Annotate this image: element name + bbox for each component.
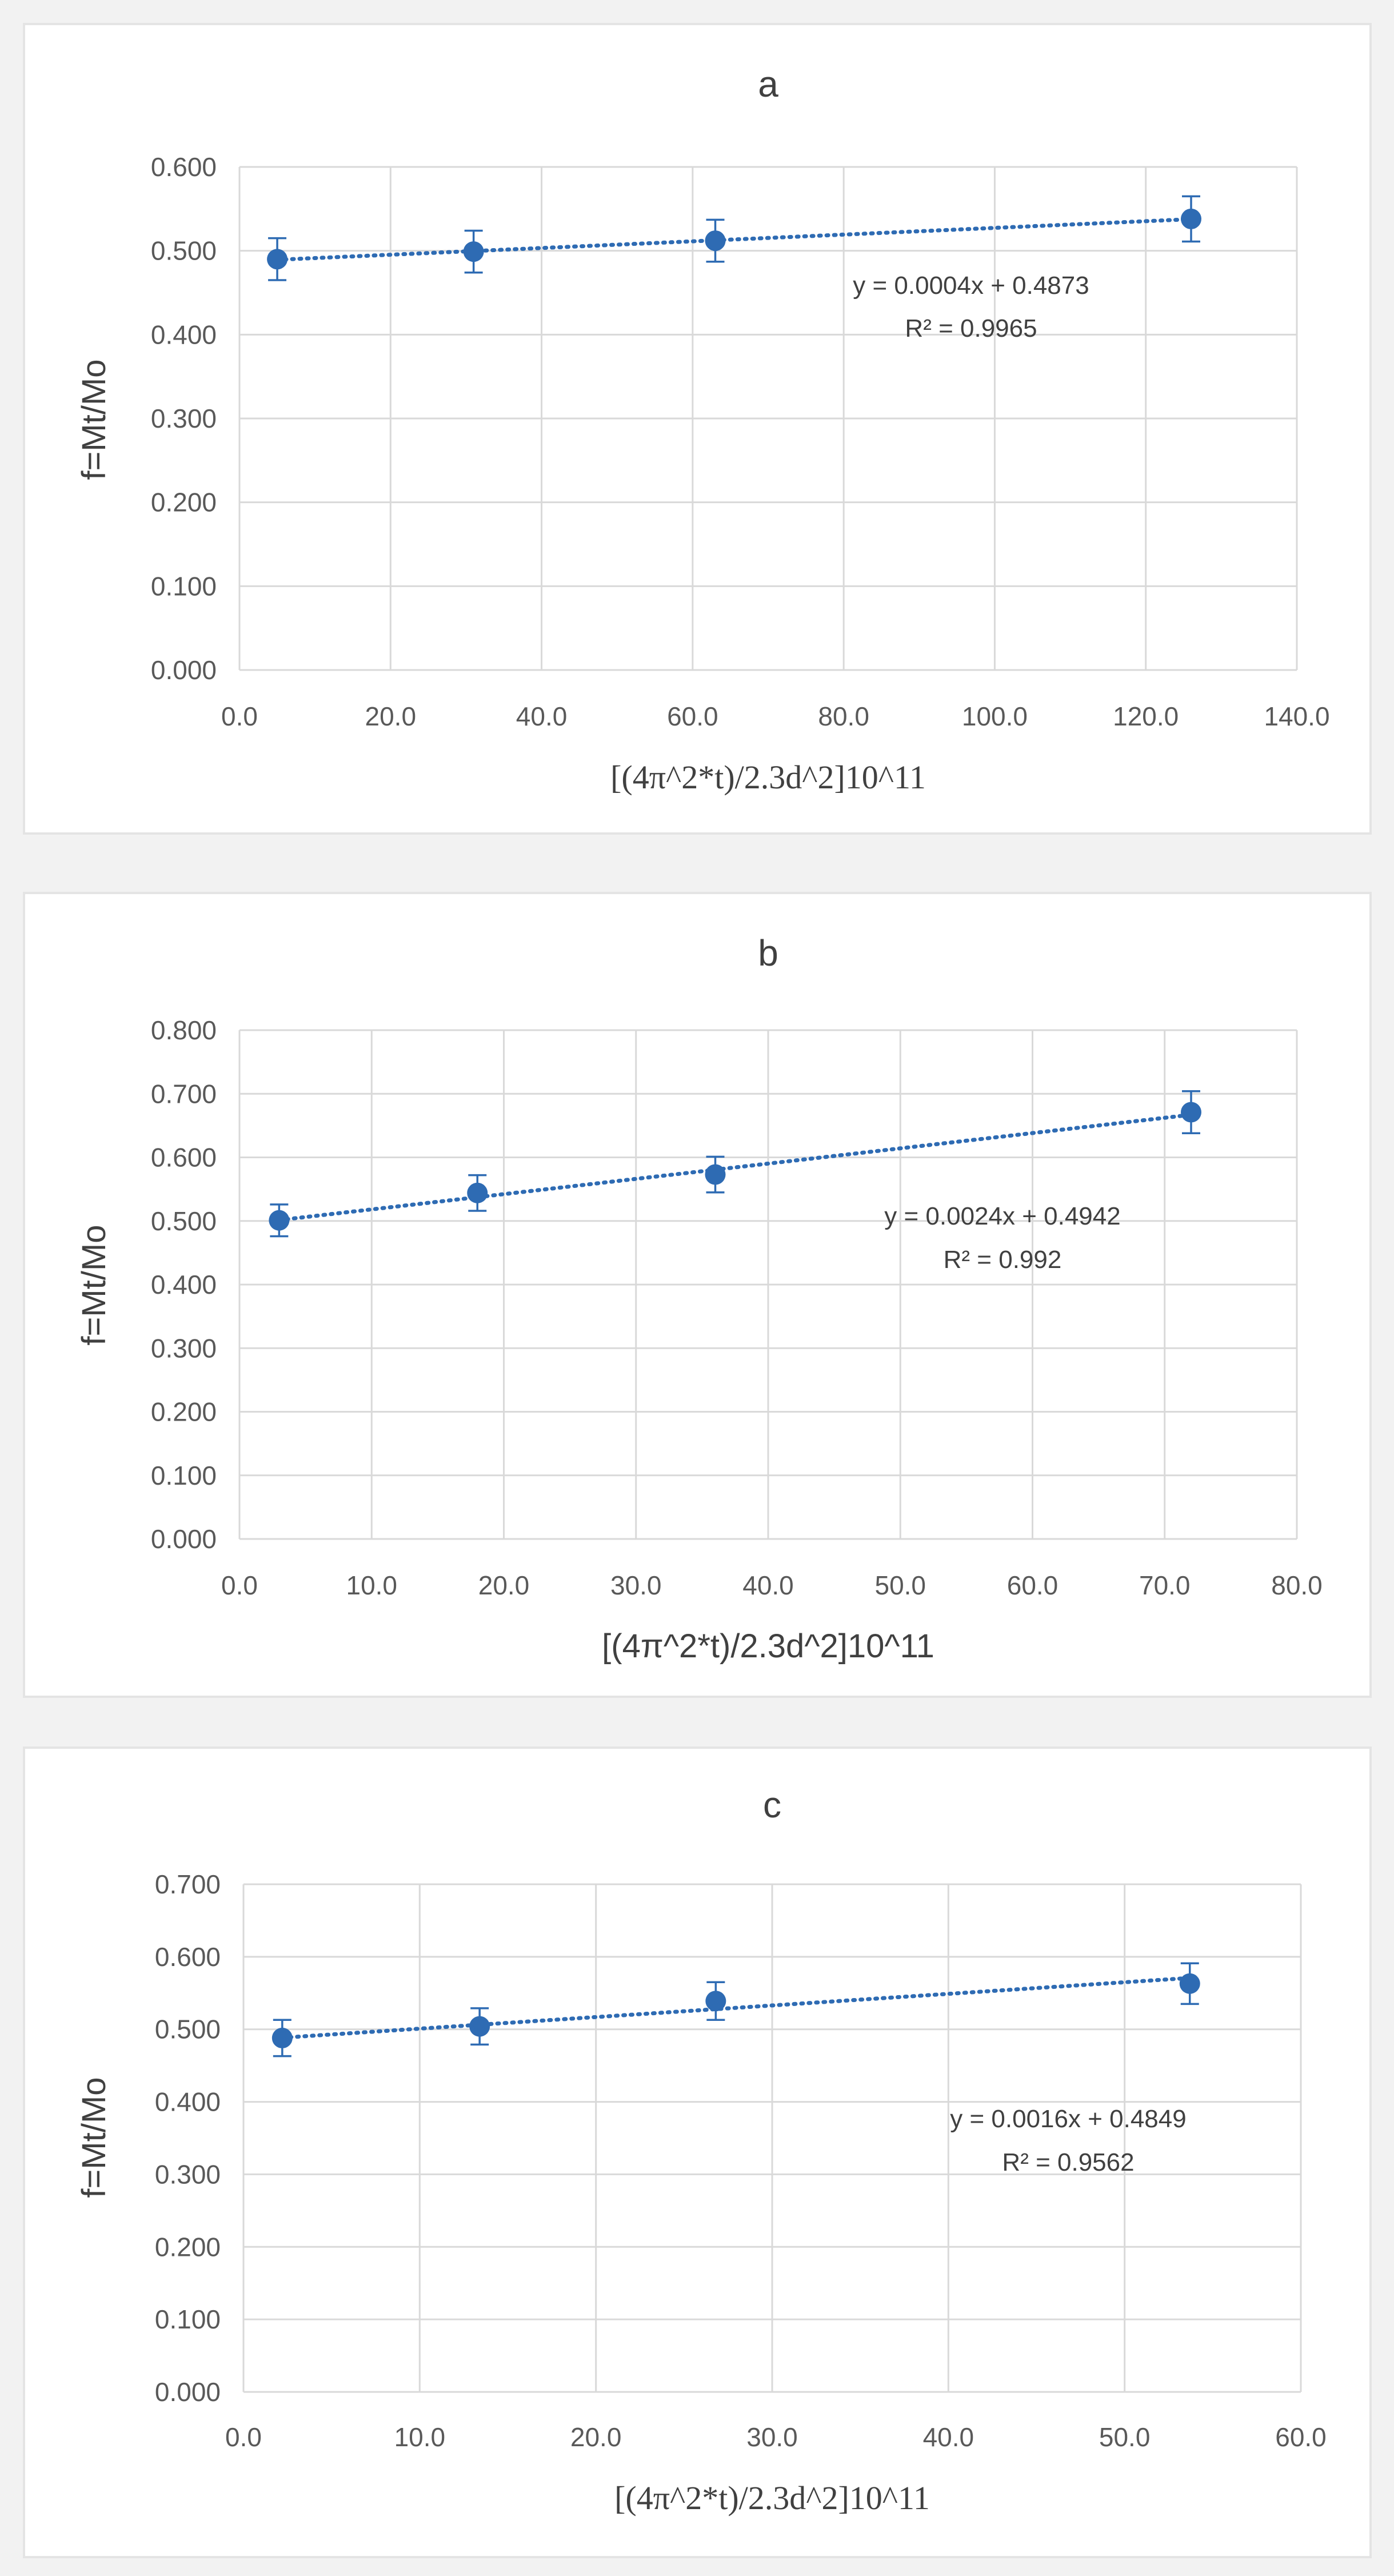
x-tick-label: 120.0 (1113, 701, 1179, 731)
x-tick-label: 10.0 (346, 1570, 397, 1600)
x-axis-title: [(4π^2*t)/2.3d^2]10^11 (610, 759, 926, 796)
data-point (467, 1182, 488, 1203)
x-tick-label: 70.0 (1139, 1570, 1191, 1600)
trendline-equation: y = 0.0004x + 0.4873 (853, 272, 1089, 300)
trendline-equation: y = 0.0016x + 0.4849 (950, 2105, 1186, 2133)
y-tick-label: 0.200 (151, 488, 217, 517)
chart-title: a (758, 63, 778, 105)
x-tick-label: 20.0 (478, 1570, 530, 1600)
y-tick-label: 0.700 (151, 1079, 217, 1108)
y-tick-label: 0.600 (151, 1143, 217, 1173)
chart-panel-a: a 0.000 0.100 0.200 0.300 0.400 0.500 0.600 0.0 2… (23, 23, 1372, 835)
r-squared-label: R² = 0.9965 (905, 314, 1037, 342)
x-tick-label: 100.0 (962, 701, 1028, 731)
y-tick-label: 0.400 (155, 2087, 221, 2117)
x-tick-label: 50.0 (1099, 2422, 1151, 2452)
y-tick-label: 0.800 (151, 1015, 217, 1045)
x-axis-title: [(4π^2*t)/2.3d^2]10^11 (614, 2479, 930, 2517)
y-tick-label: 0.300 (151, 404, 217, 433)
x-tick-label: 20.0 (365, 701, 417, 731)
y-tick-label: 0.300 (151, 1333, 217, 1363)
y-axis-title: f=Mt/Mo (75, 2077, 113, 2198)
y-tick-label: 0.600 (155, 1942, 221, 1972)
trendline-equation: y = 0.0024x + 0.4942 (884, 1202, 1120, 1230)
x-tick-label: 60.0 (667, 701, 718, 731)
data-point (269, 1210, 290, 1231)
x-tick-label: 60.0 (1007, 1570, 1059, 1600)
x-tick-label: 20.0 (570, 2422, 622, 2452)
y-axis-title: f=Mt/Mo (75, 359, 113, 480)
x-tick-label: 50.0 (874, 1570, 926, 1600)
y-tick-label: 0.600 (151, 152, 217, 182)
y-tick-label: 0.500 (155, 2015, 221, 2044)
data-point (267, 249, 288, 270)
x-tick-label: 80.0 (1271, 1570, 1323, 1600)
x-tick-label: 140.0 (1264, 701, 1329, 731)
trendline (277, 1112, 1193, 1222)
data-point (1181, 208, 1201, 229)
x-tick-label: 40.0 (516, 701, 568, 731)
chart-panel-c: c 0.000 0.100 0.200 0.300 0.400 0.500 0.600 0.70… (23, 1746, 1372, 2558)
x-tick-label: 80.0 (818, 701, 869, 731)
data-point (463, 241, 484, 262)
r-squared-label: R² = 0.9562 (1002, 2148, 1134, 2176)
y-tick-label: 0.700 (155, 1869, 221, 1899)
x-tick-label: 40.0 (742, 1570, 794, 1600)
x-tick-label: 0.0 (225, 2422, 262, 2452)
y-tick-label: 0.200 (151, 1397, 217, 1427)
data-point (271, 2027, 293, 2048)
x-tick-label: 40.0 (923, 2422, 974, 2452)
y-tick-label: 0.100 (151, 571, 217, 601)
x-tick-label: 30.0 (610, 1570, 662, 1600)
y-tick-label: 0.100 (151, 1461, 217, 1490)
y-tick-label: 0.200 (155, 2232, 221, 2262)
x-tick-label: 0.0 (221, 701, 258, 731)
x-tick-label: 10.0 (394, 2422, 446, 2452)
y-tick-label: 0.300 (155, 2159, 221, 2189)
y-tick-label: 0.500 (151, 236, 217, 266)
data-point (705, 1164, 726, 1185)
chart-b: b 0.000 0.100 0.200 0.300 0.400 0.500 0.600 0.70… (75, 932, 1323, 1665)
x-axis-title: [(4π^2*t)/2.3d^2]10^11 (602, 1628, 934, 1665)
y-tick-label: 0.000 (151, 655, 217, 685)
chart-c: c 0.000 0.100 0.200 0.300 0.400 0.500 0.600 0.70… (75, 1784, 1327, 2517)
data-point (1181, 1102, 1201, 1123)
y-tick-label: 0.500 (151, 1206, 217, 1236)
y-tick-label: 0.100 (155, 2304, 221, 2334)
chart-a: a 0.000 0.100 0.200 0.300 0.400 0.500 0.600 0.0 2… (75, 63, 1330, 796)
y-tick-label: 0.400 (151, 320, 217, 349)
y-tick-label: 0.400 (151, 1270, 217, 1299)
x-tick-label: 0.0 (221, 1570, 258, 1600)
chart-title: c (763, 1784, 781, 1825)
data-point (705, 1991, 726, 2012)
chart-title: b (758, 932, 778, 974)
chart-panel-b: b 0.000 0.100 0.200 0.300 0.400 0.500 0.600 0.70… (23, 892, 1372, 1698)
y-tick-label: 0.000 (151, 1524, 217, 1554)
y-axis-title: f=Mt/Mo (75, 1225, 113, 1345)
x-tick-label: 60.0 (1275, 2422, 1327, 2452)
trendline (275, 217, 1193, 262)
y-tick-label: 0.000 (155, 2377, 221, 2407)
data-point (705, 230, 726, 252)
data-point (469, 2016, 490, 2037)
trendline (280, 1976, 1192, 2040)
data-point (1179, 1973, 1200, 1994)
r-squared-label: R² = 0.992 (944, 1246, 1062, 1274)
x-tick-label: 30.0 (746, 2422, 798, 2452)
